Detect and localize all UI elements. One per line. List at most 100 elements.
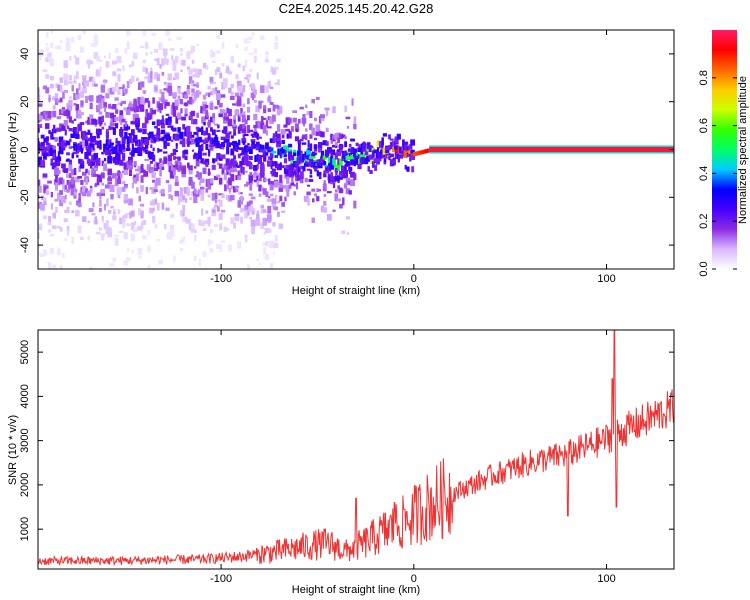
spectrogram-cell xyxy=(38,243,40,249)
spectrogram-cell xyxy=(159,172,162,177)
spectrogram-cell xyxy=(96,174,100,182)
spectrogram-cell xyxy=(168,136,172,141)
spectrogram-cell xyxy=(388,145,391,151)
spectrogram-cell xyxy=(228,244,232,252)
spectrogram-cell xyxy=(213,141,219,147)
spectrogram-cell xyxy=(153,138,159,142)
spectrogram-cell xyxy=(56,45,61,50)
spectrogram-cell xyxy=(273,104,279,109)
spectrogram-cell xyxy=(38,124,43,128)
spectrogram-cell xyxy=(116,187,122,195)
spectrogram-cell xyxy=(55,83,58,88)
spectrogram-cell xyxy=(336,150,342,157)
spectrogram-cell xyxy=(79,112,84,116)
spectrogram-cell xyxy=(73,75,77,81)
spectrogram-cell xyxy=(133,101,138,109)
spectrogram-cell xyxy=(353,149,357,157)
spectrogram-cell xyxy=(293,161,297,168)
spectrogram-cell xyxy=(198,128,202,132)
spectrogram-cell xyxy=(217,206,220,212)
spectrogram-cell xyxy=(270,156,273,163)
spectrogram-cell xyxy=(353,155,356,163)
spectrogram-cell xyxy=(195,160,200,167)
spectrogram-cell xyxy=(195,70,200,78)
spectrogram-cell xyxy=(248,155,253,160)
spectrogram-cell xyxy=(329,162,334,170)
spectrogram-cell xyxy=(322,155,327,160)
spectrogram-cell xyxy=(165,134,170,138)
spectrogram-cell xyxy=(288,172,292,178)
spectrogram-cell xyxy=(228,131,232,135)
spectrogram-cell xyxy=(311,217,315,223)
spectrogram-cell xyxy=(303,162,309,167)
spectrogram-cell xyxy=(174,72,180,80)
spectrogram-cell xyxy=(325,167,329,171)
spectrogram-cell xyxy=(87,63,90,69)
spectrogram-cell xyxy=(336,132,341,137)
spectrogram-cell xyxy=(73,143,77,151)
spectrogram-cell xyxy=(179,99,184,105)
spectrogram-cell xyxy=(264,253,270,261)
spectrogram-cell xyxy=(86,149,92,156)
spectrogram-cell xyxy=(309,169,313,175)
spectrogram-cell xyxy=(196,82,199,85)
spectrogram-cell xyxy=(269,184,274,191)
spectrogram-cell xyxy=(302,134,306,138)
spectrogram-cell xyxy=(286,190,290,197)
spectrogram-cell xyxy=(154,161,158,166)
spectrogram-cell xyxy=(75,93,80,100)
spectrogram-cell xyxy=(78,198,82,206)
spectrogram-cell xyxy=(56,192,61,201)
spectrogram-cell xyxy=(234,92,239,97)
spectrogram-cell xyxy=(152,147,155,152)
spectrogram-cell xyxy=(325,110,329,117)
spectrogram-cell xyxy=(57,178,60,186)
spectrogram-cell xyxy=(195,126,200,130)
spectrogram-cell xyxy=(208,150,211,157)
spectrogram-cell xyxy=(92,77,95,82)
spectrogram-cell xyxy=(99,128,102,135)
spectrogram-cell xyxy=(279,105,283,114)
spectrogram-cell xyxy=(154,58,158,61)
spectrogram-cell xyxy=(212,118,215,124)
spectrogram-cell xyxy=(157,148,160,153)
spectrogram-cell xyxy=(364,147,369,156)
spectrogram-cell xyxy=(38,163,41,168)
spectrogram-cell xyxy=(249,162,253,170)
spectrogram-cell xyxy=(47,229,52,233)
spectrogram-cell xyxy=(175,145,178,149)
spectrogram-cell xyxy=(76,88,79,95)
spectrogram-cell xyxy=(59,265,63,269)
spectrogram-cell xyxy=(57,84,61,92)
spectrogram-cell xyxy=(182,236,185,243)
spectrogram-cell xyxy=(246,181,251,185)
spectrogram-cell xyxy=(217,162,220,165)
spectrogram-cell xyxy=(192,84,198,87)
spectrogram-cell xyxy=(138,170,141,175)
spectrogram-cell xyxy=(45,137,49,146)
spectrogram-cell xyxy=(252,31,255,36)
spectrogram-cell xyxy=(388,156,391,161)
spectrogram-cell xyxy=(248,200,253,205)
spectrogram-cell xyxy=(298,118,301,124)
spectrogram-cell xyxy=(311,127,315,136)
spectrogram-cell xyxy=(168,165,172,173)
spectrogram-cell xyxy=(190,228,196,233)
spectrogram-cell xyxy=(353,160,357,163)
spectrogram-cell xyxy=(235,175,239,180)
spectrogram-cell xyxy=(181,166,186,174)
spectrogram-cell xyxy=(62,253,65,258)
spectrogram-cell xyxy=(180,210,183,217)
spectrogram-cell xyxy=(211,88,216,95)
spectrogram-cell xyxy=(314,117,317,122)
spectrogram-cell xyxy=(128,133,133,136)
spectrogram-cell xyxy=(196,153,199,161)
spectrogram-cell xyxy=(94,119,98,125)
spectrogram-cell xyxy=(55,207,58,212)
spectrogram-cell xyxy=(73,192,77,196)
spectrogram-cell xyxy=(126,126,131,130)
spectrogram-cell xyxy=(362,141,366,147)
spectrogram-cell xyxy=(240,87,243,93)
spectrogram-cell xyxy=(318,130,322,137)
spectrogram-cell xyxy=(230,185,234,190)
